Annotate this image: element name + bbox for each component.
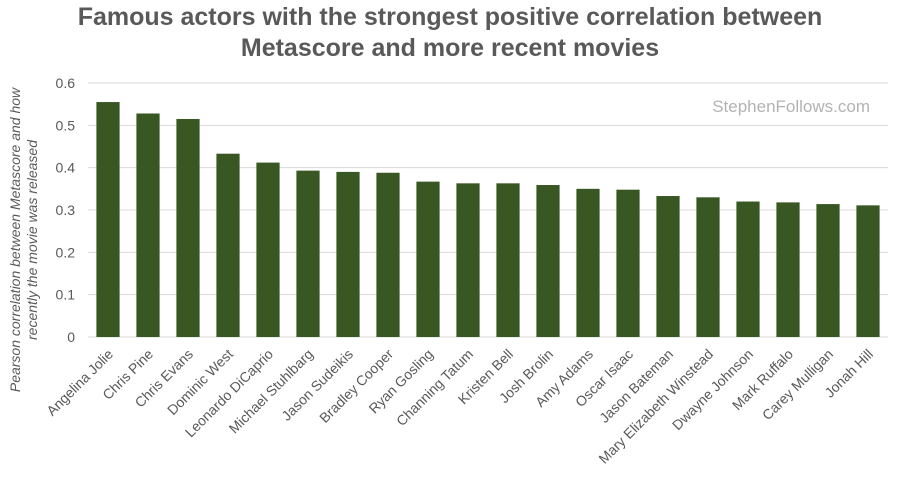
- y-tick-label: 0.6: [56, 75, 76, 91]
- y-axis-ticks: 0 0.1 0.2 0.3 0.4 0.5 0.6: [56, 75, 76, 345]
- chart-title: Famous actors with the strongest positiv…: [0, 2, 900, 64]
- bar: [536, 185, 560, 337]
- x-tick-label: Jason Sudeikis: [278, 346, 356, 424]
- bar: [296, 170, 320, 337]
- y-tick-label: 0.4: [56, 160, 76, 176]
- y-tick-label: 0.2: [56, 244, 76, 260]
- bar: [576, 188, 600, 337]
- bar: [96, 102, 120, 337]
- bar: [176, 118, 200, 337]
- bar: [376, 172, 400, 337]
- bars: [96, 102, 880, 337]
- bar: [456, 183, 480, 337]
- bar: [216, 153, 240, 337]
- bar: [616, 189, 640, 337]
- bar: [736, 201, 760, 337]
- bar: [256, 162, 280, 337]
- gridlines: [88, 82, 888, 338]
- bar: [336, 171, 360, 337]
- bar: [696, 197, 720, 337]
- bar: [776, 202, 800, 337]
- y-tick-label: 0: [67, 329, 75, 345]
- bar: [416, 181, 440, 337]
- y-axis-label-line-2: recently the movie was released: [24, 139, 40, 340]
- y-axis-label-line-1: Pearson correlation between Metascore an…: [7, 87, 23, 392]
- y-tick-label: 0.1: [56, 287, 76, 303]
- y-tick-label: 0.3: [56, 202, 76, 218]
- x-tick-label: Angelina Jolie: [43, 346, 116, 419]
- y-tick-label: 0.5: [56, 117, 76, 133]
- x-tick-label: Carey Mulligan: [759, 346, 836, 423]
- y-axis-label: Pearson correlation between Metascore an…: [7, 87, 40, 392]
- chart-title-line-1: Famous actors with the strongest positiv…: [77, 3, 823, 31]
- chart-title-line-2: Metascore and more recent movies: [240, 34, 660, 62]
- bar: [856, 205, 880, 337]
- bar: [656, 196, 680, 337]
- bar: [136, 113, 160, 337]
- watermark: StephenFollows.com: [712, 97, 870, 116]
- bar: [496, 183, 520, 337]
- bar: [816, 204, 840, 337]
